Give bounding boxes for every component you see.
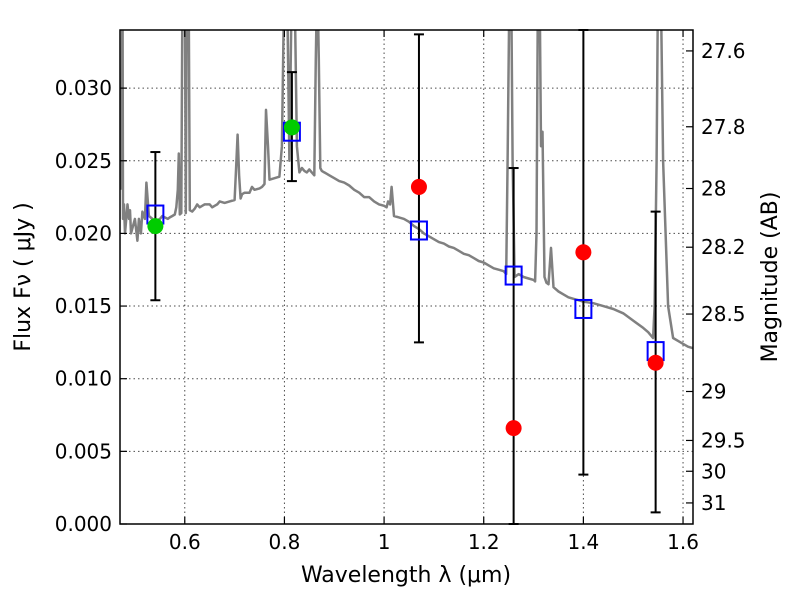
right-tick-label: 30 <box>701 459 726 483</box>
y-tick-label: 0.000 <box>55 512 112 536</box>
y-tick-label: 0.015 <box>55 294 112 318</box>
right-tick-label: 31 <box>701 491 726 515</box>
right-tick-label: 27.8 <box>701 115 746 139</box>
x-tick-label: 0.6 <box>169 530 201 554</box>
y-tick-label: 0.030 <box>55 76 112 100</box>
y-tick-label: 0.010 <box>55 367 112 391</box>
right-axis-title: Magnitude (AB) <box>758 192 783 363</box>
error-bars-layer <box>150 29 661 525</box>
right-tick-label: 28.5 <box>701 302 746 326</box>
x-tick-label: 1.4 <box>567 530 599 554</box>
x-tick-label: 1 <box>378 530 391 554</box>
observed-flux-point <box>410 178 427 195</box>
x-axis-ticks: 0.6 0.8 1 1.2 1.4 1.6 <box>169 30 699 554</box>
observed-flux-point <box>575 244 592 261</box>
right-tick-label: 28 <box>701 177 726 201</box>
right-tick-label: 29 <box>701 379 726 403</box>
right-tick-label: 29.5 <box>701 428 746 452</box>
right-tick-label: 28.2 <box>701 235 746 259</box>
x-axis-title: Wavelength λ (μm) <box>301 563 511 588</box>
markers-layer <box>146 119 665 437</box>
x-tick-label: 0.8 <box>269 530 301 554</box>
plot-frame <box>119 29 694 525</box>
right-tick-label: 27.6 <box>701 39 746 63</box>
y-tick-label: 0.025 <box>55 149 112 173</box>
observed-flux-point <box>647 354 664 371</box>
x-tick-label: 1.2 <box>468 530 500 554</box>
model-sed-layer <box>120 30 693 350</box>
right-axis-ticks: 27.6 27.8 28 28.2 28.5 29 29.5 30 31 <box>686 39 746 515</box>
y-axis-ticks: 0.000 0.005 0.010 0.015 0.020 0.025 0.030 <box>55 76 127 536</box>
observed-flux-point <box>505 420 522 437</box>
observed-flux-point <box>283 119 300 136</box>
grid <box>120 30 693 525</box>
model-sed-line <box>120 30 693 350</box>
model-photometry-square <box>409 220 428 241</box>
model-photometry-square <box>504 265 523 286</box>
y-tick-label: 0.005 <box>55 439 112 463</box>
y-axis-title: Flux Fν ( μJy ) <box>11 202 36 351</box>
model-photometry-square <box>574 298 593 319</box>
observed-flux-point <box>147 218 164 235</box>
x-tick-label: 1.6 <box>667 530 699 554</box>
y-tick-label: 0.020 <box>55 221 112 245</box>
